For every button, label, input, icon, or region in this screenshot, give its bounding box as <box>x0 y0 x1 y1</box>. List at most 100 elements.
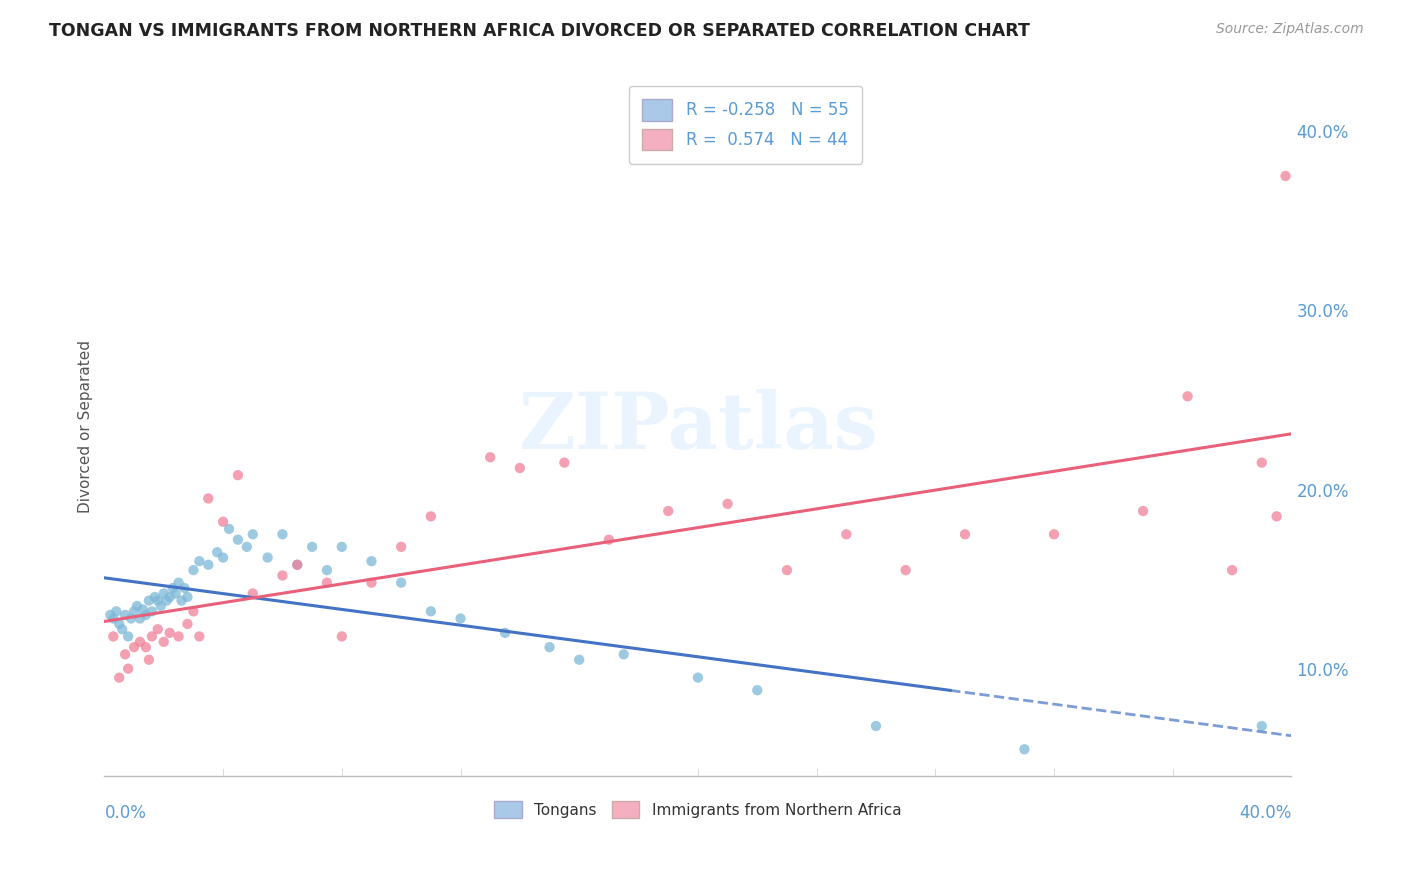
Point <box>553 456 575 470</box>
Point <box>360 575 382 590</box>
Point <box>360 554 382 568</box>
Point <box>143 590 166 604</box>
Point <box>146 622 169 636</box>
Point <box>205 545 228 559</box>
Point <box>686 671 709 685</box>
Point <box>716 497 738 511</box>
Point <box>120 611 142 625</box>
Point <box>141 604 163 618</box>
Point <box>568 653 591 667</box>
Legend: Tongans, Immigrants from Northern Africa: Tongans, Immigrants from Northern Africa <box>488 795 907 824</box>
Point <box>162 581 184 595</box>
Point <box>183 563 205 577</box>
Point <box>330 629 353 643</box>
Point <box>598 533 620 547</box>
Point <box>419 509 441 524</box>
Point <box>146 593 169 607</box>
Point <box>108 671 131 685</box>
Point <box>1177 389 1199 403</box>
Point <box>149 599 172 613</box>
Point <box>117 662 139 676</box>
Point <box>1274 169 1296 183</box>
Point <box>167 629 190 643</box>
Point <box>226 468 249 483</box>
Point <box>330 540 353 554</box>
Point <box>1250 456 1272 470</box>
Point <box>271 568 294 582</box>
Point <box>657 504 679 518</box>
Point <box>509 461 531 475</box>
Point <box>156 593 179 607</box>
Point <box>138 593 160 607</box>
Point <box>105 604 128 618</box>
Point <box>103 611 125 625</box>
Point <box>132 602 155 616</box>
Text: TONGAN VS IMMIGRANTS FROM NORTHERN AFRICA DIVORCED OR SEPARATED CORRELATION CHAR: TONGAN VS IMMIGRANTS FROM NORTHERN AFRIC… <box>49 22 1031 40</box>
Point <box>389 540 412 554</box>
Point <box>117 629 139 643</box>
Point <box>1220 563 1243 577</box>
Point <box>165 586 187 600</box>
Point <box>167 575 190 590</box>
Point <box>747 683 769 698</box>
Point <box>316 563 339 577</box>
Point <box>1132 504 1154 518</box>
Point <box>285 558 308 572</box>
Point <box>218 522 240 536</box>
Point <box>135 640 157 655</box>
Point <box>176 590 198 604</box>
Point <box>301 540 323 554</box>
Point <box>212 515 235 529</box>
Point <box>188 629 211 643</box>
Point <box>776 563 799 577</box>
Point <box>316 575 339 590</box>
Point <box>159 590 181 604</box>
Point <box>122 640 145 655</box>
Point <box>197 491 219 506</box>
Point <box>173 581 195 595</box>
Point <box>1014 742 1036 756</box>
Point <box>1265 509 1288 524</box>
Point <box>835 527 858 541</box>
Point <box>479 450 502 465</box>
Point <box>285 558 308 572</box>
Point <box>256 550 278 565</box>
Point <box>176 616 198 631</box>
Point <box>538 640 561 655</box>
Point <box>494 625 516 640</box>
Point <box>141 629 163 643</box>
Point <box>242 586 264 600</box>
Point <box>226 533 249 547</box>
Point <box>129 611 152 625</box>
Point <box>242 527 264 541</box>
Point <box>114 607 136 622</box>
Point <box>419 604 441 618</box>
Point <box>1250 719 1272 733</box>
Point <box>125 599 148 613</box>
Text: 0.0%: 0.0% <box>104 804 146 822</box>
Point <box>953 527 976 541</box>
Point <box>271 527 294 541</box>
Point <box>138 653 160 667</box>
Text: ZIPatlas: ZIPatlas <box>517 389 877 465</box>
Point <box>108 616 131 631</box>
Text: Source: ZipAtlas.com: Source: ZipAtlas.com <box>1216 22 1364 37</box>
Point <box>894 563 917 577</box>
Point <box>152 635 174 649</box>
Point <box>236 540 259 554</box>
Point <box>613 648 636 662</box>
Point <box>197 558 219 572</box>
Point <box>450 611 472 625</box>
Point <box>103 629 125 643</box>
Point <box>122 604 145 618</box>
Text: 40.0%: 40.0% <box>1239 804 1292 822</box>
Point <box>152 586 174 600</box>
Point <box>188 554 211 568</box>
Point <box>389 575 412 590</box>
Point <box>183 604 205 618</box>
Point <box>98 607 121 622</box>
Point <box>170 593 193 607</box>
Point <box>159 625 181 640</box>
Y-axis label: Divorced or Separated: Divorced or Separated <box>79 341 93 513</box>
Point <box>129 635 152 649</box>
